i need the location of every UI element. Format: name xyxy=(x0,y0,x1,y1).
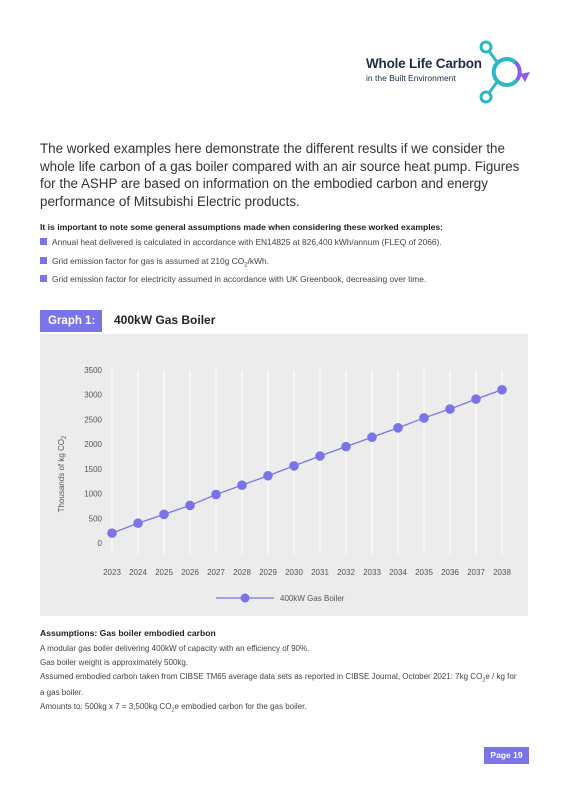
assumptions-note-list: Annual heat delivered is calculated in a… xyxy=(40,236,442,292)
assumptions-heading: Assumptions: Gas boiler embodied carbon xyxy=(40,628,216,638)
y-tick-label: 500 xyxy=(89,514,103,523)
series-line xyxy=(111,389,503,534)
bullet-square-icon xyxy=(40,275,47,282)
x-tick-label: 2033 xyxy=(363,568,381,577)
x-tick-label: 2036 xyxy=(441,568,459,577)
logo-subtitle: in the Built Environment xyxy=(366,73,456,83)
y-tick-label: 3500 xyxy=(84,366,102,375)
y-axis-label: Thousands of kg CO2 xyxy=(57,435,68,512)
legend-label: 400kW Gas Boiler xyxy=(280,594,345,603)
chart-panel: 0 500 1000 1500 2000 2500 3000 3500 2023 2024 202… xyxy=(40,334,528,616)
data-point xyxy=(393,423,403,433)
data-point xyxy=(237,480,247,490)
data-point xyxy=(185,500,195,511)
logo-title: Whole Life Carbon xyxy=(366,56,482,71)
bullet-square-icon xyxy=(40,238,47,245)
intro-paragraph: The worked examples here demonstrate the… xyxy=(40,141,520,209)
data-point xyxy=(211,489,221,500)
y-tick-label: 0 xyxy=(98,539,103,548)
assumption-line: Amounts to: 500kg x 7 = 3,500kg CO2e emb… xyxy=(40,701,307,714)
data-point xyxy=(315,451,325,461)
y-tick-label: 1500 xyxy=(84,465,102,474)
x-tick-label: 2035 xyxy=(415,568,433,577)
data-point xyxy=(445,404,455,414)
x-tick-label: 2027 xyxy=(207,568,225,577)
data-point xyxy=(133,518,143,529)
list-item: Grid emission factor for gas is assumed … xyxy=(40,255,442,268)
graph-title: 400kW Gas Boiler xyxy=(114,313,216,327)
legend-marker xyxy=(240,593,250,603)
assumption-line: Assumed embodied carbon taken from CIBSE… xyxy=(40,672,517,697)
data-point xyxy=(497,384,507,395)
x-tick-label: 2029 xyxy=(259,568,277,577)
data-point xyxy=(159,509,169,520)
data-point xyxy=(107,528,117,538)
assumption-line: Gas boiler weight is approximately 500kg… xyxy=(40,658,189,667)
x-tick-label: 2028 xyxy=(233,568,251,577)
bullet-square-icon xyxy=(40,256,47,264)
graph-badge: Graph 1: xyxy=(40,310,102,332)
line-chart: 0 500 1000 1500 2000 2500 3000 3500 2023 2024 202… xyxy=(57,366,511,603)
x-tick-label: 2034 xyxy=(389,568,407,577)
y-tick-label: 3000 xyxy=(84,391,102,400)
legend: 400kW Gas Boiler xyxy=(216,593,345,603)
list-item: Annual heat delivered is calculated in a… xyxy=(40,236,442,248)
x-tick-label: 2023 xyxy=(103,568,121,577)
data-point xyxy=(419,413,429,423)
y-tick-label: 2500 xyxy=(84,415,102,424)
data-point xyxy=(341,441,351,452)
data-point xyxy=(471,394,481,404)
page-number-badge: Page 19 xyxy=(484,747,529,764)
x-tick-label: 2026 xyxy=(181,568,199,577)
assumptions-section: Assumptions: Gas boiler embodied carbon … xyxy=(40,628,520,719)
list-item: Grid emission factor for electricity ass… xyxy=(40,273,442,285)
x-tick-label: 2024 xyxy=(129,568,147,577)
data-point xyxy=(263,470,273,481)
y-tick-label: 1000 xyxy=(84,490,102,499)
data-point xyxy=(289,461,299,471)
assumptions-note-heading: It is important to note some general ass… xyxy=(40,222,444,232)
x-tick-label: 2038 xyxy=(493,568,511,577)
logo-mark-icon xyxy=(479,40,530,104)
x-tick-label: 2032 xyxy=(337,568,355,577)
x-tick-label: 2031 xyxy=(311,568,329,577)
logo: Whole Life Carbon in the Built Environme… xyxy=(366,40,536,106)
x-tick-label: 2030 xyxy=(285,568,303,577)
data-point xyxy=(367,432,377,443)
y-tick-label: 2000 xyxy=(84,440,102,449)
x-tick-label: 2025 xyxy=(155,568,173,577)
assumption-line: A modular gas boiler delivering 400kW of… xyxy=(40,644,310,653)
x-tick-label: 2037 xyxy=(467,568,485,577)
